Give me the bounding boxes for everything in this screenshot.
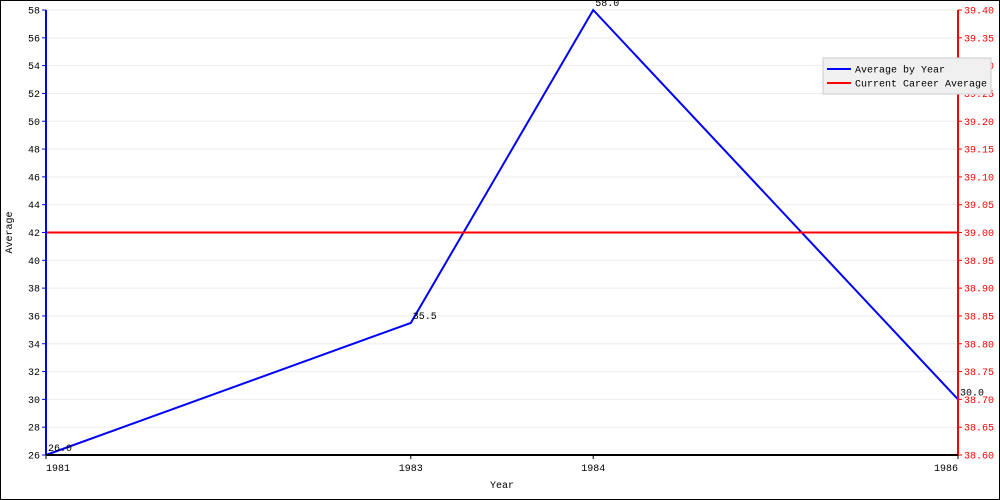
data-label: 35.5	[413, 312, 437, 323]
y-right-tick-label: 38.65	[964, 424, 994, 435]
y-left-tick-label: 50	[28, 118, 40, 129]
y-axis-label: Average	[5, 211, 16, 253]
y-left-tick-label: 40	[28, 257, 40, 268]
y-right-tick-label: 38.90	[964, 285, 994, 296]
x-axis-label: Year	[490, 481, 514, 492]
y-left-tick-label: 52	[28, 90, 40, 101]
data-label: 26.0	[48, 444, 72, 455]
x-tick-label: 1984	[581, 464, 605, 475]
y-left-tick-label: 48	[28, 146, 40, 157]
y-right-tick-label: 38.75	[964, 368, 994, 379]
x-tick-label: 1981	[46, 464, 70, 475]
average-by-year-chart: 26.035.558.030.0262830323436384042444648…	[0, 0, 1000, 500]
legend-label: Current Career Average	[855, 80, 987, 91]
y-right-tick-label: 39.15	[964, 146, 994, 157]
y-right-tick-label: 39.20	[964, 118, 994, 129]
y-left-tick-label: 56	[28, 34, 40, 45]
y-left-tick-label: 54	[28, 62, 40, 73]
y-right-tick-label: 38.95	[964, 257, 994, 268]
y-left-tick-label: 30	[28, 396, 40, 407]
x-tick-label: 1983	[399, 464, 423, 475]
y-right-tick-label: 39.40	[964, 7, 994, 18]
y-right-tick-label: 38.70	[964, 396, 994, 407]
legend-label: Average by Year	[855, 65, 945, 77]
x-tick-label: 1986	[934, 464, 958, 475]
y-left-tick-label: 36	[28, 312, 40, 323]
y-left-tick-label: 26	[28, 452, 40, 463]
y-right-tick-label: 38.60	[964, 452, 994, 463]
y-left-tick-label: 34	[28, 340, 40, 351]
y-right-tick-label: 38.80	[964, 340, 994, 351]
y-right-tick-label: 39.00	[964, 229, 994, 240]
y-left-tick-label: 42	[28, 229, 40, 240]
y-right-tick-label: 38.85	[964, 312, 994, 323]
y-left-tick-label: 58	[28, 7, 40, 18]
y-left-tick-label: 38	[28, 285, 40, 296]
y-left-tick-label: 32	[28, 368, 40, 379]
y-right-tick-label: 39.05	[964, 201, 994, 212]
data-label: 58.0	[595, 0, 619, 10]
y-left-tick-label: 28	[28, 424, 40, 435]
y-left-tick-label: 44	[28, 201, 40, 212]
y-left-tick-label: 46	[28, 173, 40, 184]
y-right-tick-label: 39.10	[964, 173, 994, 184]
y-right-tick-label: 39.35	[964, 34, 994, 45]
